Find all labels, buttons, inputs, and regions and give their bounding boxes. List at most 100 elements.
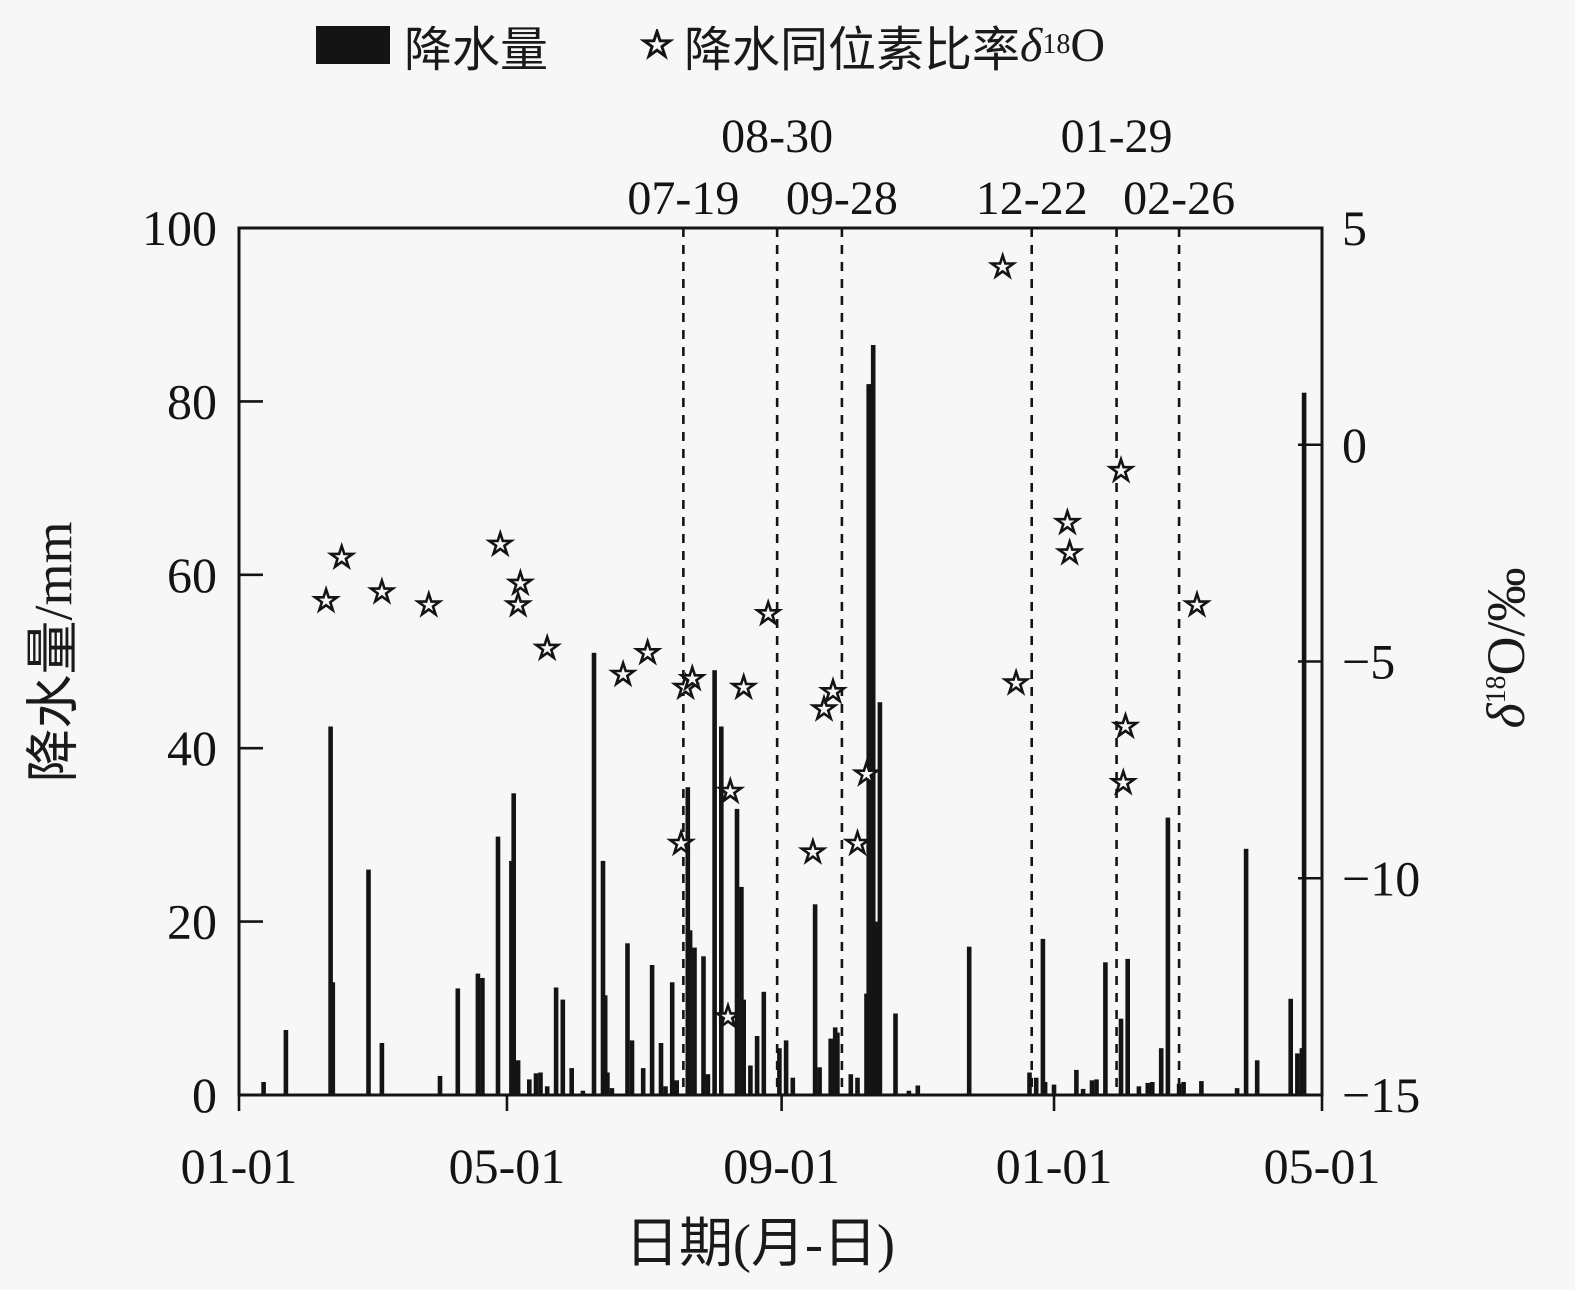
precipitation-bar	[828, 1038, 833, 1095]
precipitation-bar	[544, 1086, 550, 1095]
precipitation-bar	[1118, 1018, 1124, 1095]
event-date-label: 08-30	[721, 110, 833, 163]
right-tick-label: 0	[1342, 417, 1367, 473]
precipitation-bar	[790, 1077, 796, 1095]
precipitation-bar	[553, 987, 559, 1095]
precipitation-bar	[734, 808, 740, 1095]
isotope-star-marker	[715, 775, 746, 805]
precipitation-bar	[705, 1074, 711, 1095]
left-tick-label: 20	[167, 894, 217, 950]
precipitation-bar	[1027, 1072, 1032, 1095]
isotope-star-marker	[797, 836, 828, 865]
isotope-star-marker	[505, 567, 536, 597]
delta-symbol: δ	[1476, 703, 1536, 729]
precipitation-bar	[663, 1086, 668, 1095]
precipitation-bar	[330, 982, 336, 1095]
x-tick-label: 09-01	[723, 1138, 840, 1194]
event-date-label: 09-28	[786, 172, 898, 225]
left-tick-label: 100	[142, 200, 217, 256]
precipitation-bar	[1288, 998, 1293, 1095]
precipitation-bar	[761, 991, 767, 1095]
precipitation-bar	[1125, 958, 1130, 1095]
legend-item-isotope: 降水同位素比率 δ 18 O	[640, 10, 1105, 80]
isotope-star-marker	[532, 632, 563, 662]
precipitation-bar	[649, 965, 655, 1095]
precipitation-bar	[515, 1060, 521, 1095]
precipitation-bar	[605, 1072, 610, 1095]
precipitation-bar	[777, 1048, 782, 1095]
precipitation-bar	[812, 904, 818, 1095]
left-tick-label: 0	[192, 1067, 217, 1123]
precipitation-bar	[741, 999, 746, 1095]
precipitation-bar	[1074, 1069, 1079, 1095]
x-tick-label: 01-01	[181, 1138, 298, 1194]
precipitation-bar	[1094, 1079, 1099, 1095]
precipitation-bar	[533, 1073, 539, 1095]
precipitation-bar	[1040, 938, 1046, 1095]
isotope-star-marker	[367, 576, 397, 605]
precipitation-bar	[1033, 1077, 1039, 1095]
left-tick-label: 60	[167, 547, 217, 603]
precipitation-bar	[511, 793, 516, 1095]
precipitation-bar	[261, 1082, 266, 1095]
precipitation-bar	[835, 1032, 840, 1095]
precipitation-bar	[669, 982, 675, 1095]
isotope-star-marker	[666, 827, 697, 857]
isotope-star-marker	[1052, 507, 1083, 536]
isotope-star-marker	[326, 541, 357, 571]
permil-unit: O/‰	[1476, 567, 1536, 676]
oxygen-symbol: O	[1070, 18, 1106, 72]
isotope-star-marker	[753, 598, 784, 627]
isotope-star-marker	[851, 758, 882, 787]
isotope-star-marker	[1054, 537, 1085, 566]
isotope-star-marker	[677, 663, 708, 692]
event-date-label: 02-26	[1123, 172, 1235, 225]
precipitation-bar	[495, 836, 501, 1095]
event-date-label: 12-22	[976, 172, 1088, 225]
plot-frame	[237, 226, 1324, 1097]
isotope-star-marker	[1001, 667, 1031, 696]
precipitation-bar	[1150, 1082, 1155, 1095]
precipitation-bar	[1042, 1082, 1048, 1095]
precipitation-bar	[629, 1040, 635, 1095]
precipitation-bar	[640, 1068, 646, 1095]
isotope-star-marker	[728, 671, 759, 701]
precipitation-bar	[855, 1077, 860, 1095]
precipitation-bar	[600, 860, 606, 1095]
precipitation-bar	[1199, 1081, 1204, 1095]
precipitation-bar	[687, 930, 693, 1095]
isotope-star-marker	[713, 1001, 744, 1030]
precipitation-bar	[609, 1088, 615, 1095]
isotope-star-marker	[503, 589, 534, 618]
precipitation-bar	[893, 1013, 898, 1095]
isotope-star-marker	[809, 693, 840, 722]
precipitation-bar	[569, 1068, 574, 1095]
isotope-star-marker	[842, 827, 873, 857]
precipitation-bar	[1080, 1088, 1086, 1095]
precipitation-bar	[1301, 392, 1307, 1095]
precipitation-bar	[754, 1036, 760, 1095]
precipitation-bar	[866, 384, 871, 1096]
precipitation-bar	[480, 978, 485, 1095]
precipitation-bar	[328, 726, 333, 1095]
precipitation-bar	[739, 886, 744, 1095]
precipitation-bar	[870, 345, 876, 1095]
precipitation-bar	[538, 1072, 543, 1095]
isotope-star-marker	[1110, 710, 1141, 740]
left-tick-label: 80	[167, 373, 217, 429]
bar-swatch-icon	[316, 26, 390, 64]
right-tick-label: 5	[1342, 200, 1367, 256]
precipitation-bar	[915, 1085, 921, 1095]
precipitation-bar	[906, 1090, 912, 1095]
isotope-star-marker	[987, 251, 1018, 280]
isotope-star-marker	[1106, 455, 1137, 484]
right-axis-title: δ18O/‰	[1475, 567, 1537, 728]
precipitation-bar	[475, 973, 481, 1095]
precipitation-bar	[1295, 1053, 1300, 1095]
x-tick-label: 01-01	[996, 1138, 1113, 1194]
isotope-star-marker	[608, 658, 638, 688]
precipitation-bar	[674, 1080, 679, 1095]
precipitation-bar	[1103, 962, 1108, 1095]
legend-precipitation-label: 降水量	[404, 24, 549, 77]
